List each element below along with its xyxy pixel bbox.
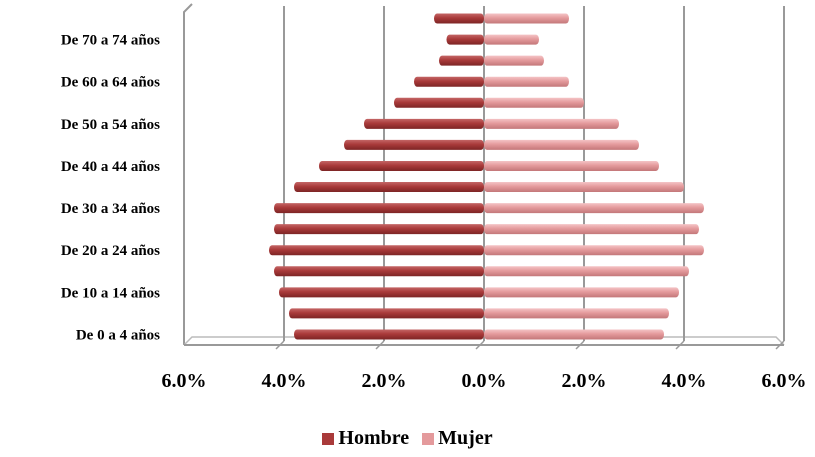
bar-hombre xyxy=(364,118,484,129)
bar-mujer xyxy=(484,182,684,193)
legend-item-mujer: Mujer xyxy=(422,427,493,450)
bar-mujer xyxy=(484,97,584,108)
bar-hombre xyxy=(269,245,484,256)
legend-label-mujer: Mujer xyxy=(438,427,493,449)
bar-hombre xyxy=(279,287,484,298)
bar-hombre xyxy=(344,139,484,150)
bars-mujer xyxy=(484,13,704,340)
frame-left-wall xyxy=(183,3,193,345)
gridline-floor xyxy=(675,340,685,350)
category-labels: De 0 a 4 años De 10 a 14 años De 20 a 24 a… xyxy=(61,33,160,344)
bar-hombre xyxy=(439,55,484,66)
bars-hombre xyxy=(269,13,484,340)
bar-mujer xyxy=(484,287,679,298)
bar-hombre xyxy=(446,34,484,45)
category-label: De 0 a 4 años xyxy=(76,327,160,343)
bar-mujer xyxy=(484,139,639,150)
gridline-floor xyxy=(275,340,285,350)
bar-hombre xyxy=(294,329,484,340)
legend-label-hombre: Hombre xyxy=(338,427,410,449)
bar-mujer xyxy=(484,308,669,319)
bar-mujer xyxy=(484,13,569,24)
bar-hombre xyxy=(319,160,484,171)
category-label: De 20 a 24 años xyxy=(61,243,160,259)
bar-mujer xyxy=(484,76,569,87)
category-label: De 30 a 34 años xyxy=(61,201,160,217)
legend-item-hombre: Hombre xyxy=(322,427,409,450)
legend-swatch-mujer xyxy=(422,432,435,445)
bar-hombre xyxy=(414,76,484,87)
bar-hombre xyxy=(434,13,484,24)
x-tick-label: 2.0% xyxy=(562,370,607,392)
x-tick-labels: 6.0% 4.0% 2.0% 0.0% 2.0% 4.0% 6.0% xyxy=(162,370,807,392)
gridline-floor xyxy=(775,340,785,350)
category-label: De 10 a 14 años xyxy=(61,285,160,301)
x-tick-label: 6.0% xyxy=(762,370,807,392)
category-label: De 40 a 44 años xyxy=(61,159,160,175)
gridline-floor xyxy=(375,340,385,350)
gridlines xyxy=(275,6,785,350)
category-label: De 50 a 54 años xyxy=(61,117,160,133)
bar-hombre xyxy=(274,203,484,214)
bar-hombre xyxy=(294,182,484,193)
gridline-floor xyxy=(475,340,485,350)
bar-mujer xyxy=(484,245,704,256)
bar-hombre xyxy=(394,97,484,108)
gridline-floor xyxy=(575,340,585,350)
x-tick-label: 0.0% xyxy=(462,370,507,392)
bar-hombre xyxy=(274,266,484,277)
bar-mujer xyxy=(484,224,699,235)
category-label: De 70 a 74 años xyxy=(61,33,160,49)
bar-hombre xyxy=(289,308,484,319)
legend-swatch-hombre xyxy=(322,432,335,445)
bar-hombre xyxy=(274,224,484,235)
bar-mujer xyxy=(484,118,619,129)
bar-mujer xyxy=(484,55,544,66)
x-tick-label: 2.0% xyxy=(362,370,407,392)
legend: Hombre Mujer xyxy=(0,427,815,451)
x-tick-label: 4.0% xyxy=(262,370,307,392)
bar-mujer xyxy=(484,266,689,277)
bar-mujer xyxy=(484,34,539,45)
x-tick-label: 4.0% xyxy=(662,370,707,392)
bar-mujer xyxy=(484,203,704,214)
bar-mujer xyxy=(484,160,659,171)
bar-mujer xyxy=(484,329,664,340)
x-tick-label: 6.0% xyxy=(162,370,207,392)
category-label: De 60 a 64 años xyxy=(61,75,160,91)
